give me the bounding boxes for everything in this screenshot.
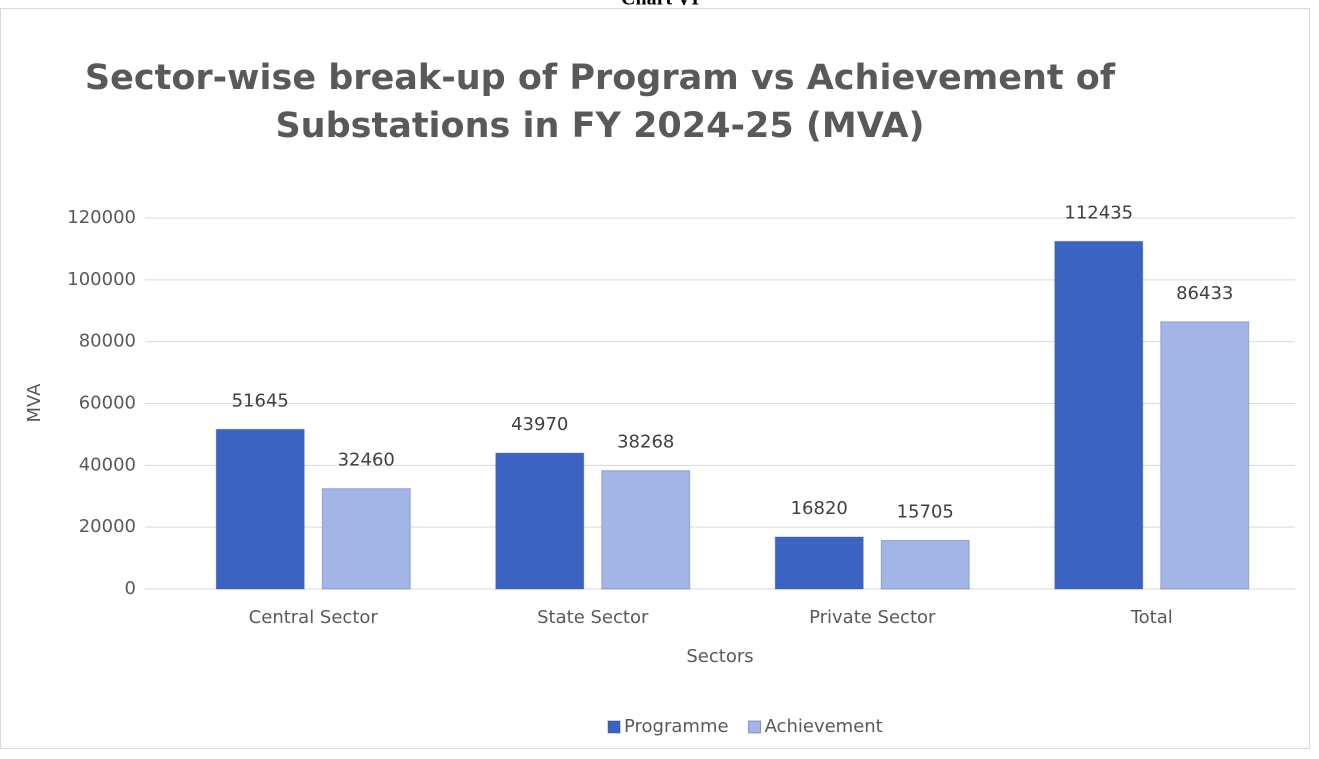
data-label: 15705 [897,501,954,522]
bar [601,470,691,590]
legend-swatch [607,720,621,734]
legend-label: Achievement [765,716,883,737]
y-tick-label: 80000 [79,331,136,352]
legend-swatch [748,720,762,734]
chart-number: Chart VI [621,0,699,10]
data-label: 38268 [617,432,674,453]
bars [215,240,1250,590]
y-tick-label: 20000 [79,516,136,537]
data-label: 16820 [791,498,848,519]
chart-title: Substations in FY 2024-25 (MVA) [275,106,924,146]
bar [215,428,305,590]
x-tick-label: State Sector [537,607,649,628]
y-axis-label: MVA [24,383,45,423]
y-tick-label: 60000 [79,393,136,414]
data-label: 32460 [338,450,395,471]
data-label: 51645 [232,390,289,411]
x-tick-label: Total [1130,607,1173,628]
y-tick-label: 100000 [67,269,136,290]
y-tick-label: 40000 [79,454,136,475]
bar [1054,240,1144,590]
data-label: 86433 [1176,283,1233,304]
bar [774,536,864,590]
y-tick-label: 0 [125,578,136,599]
labels: 0 20000 40000 60000 80000 100000 120000 Central… [67,202,1233,737]
bar [321,488,411,590]
chart-title: Sector-wise break-up of Program vs Achie… [85,58,1116,98]
chart-frame [0,8,1310,749]
bar [495,452,585,590]
data-label: 43970 [511,414,568,435]
bar [1160,321,1250,590]
x-tick-label: Private Sector [809,607,936,628]
x-tick-label: Central Sector [249,607,379,628]
legend-label: Programme [624,716,729,737]
x-axis-label: Sectors [686,646,753,667]
y-tick-label: 120000 [67,207,136,228]
data-label: 112435 [1064,202,1133,223]
bar [880,539,970,590]
